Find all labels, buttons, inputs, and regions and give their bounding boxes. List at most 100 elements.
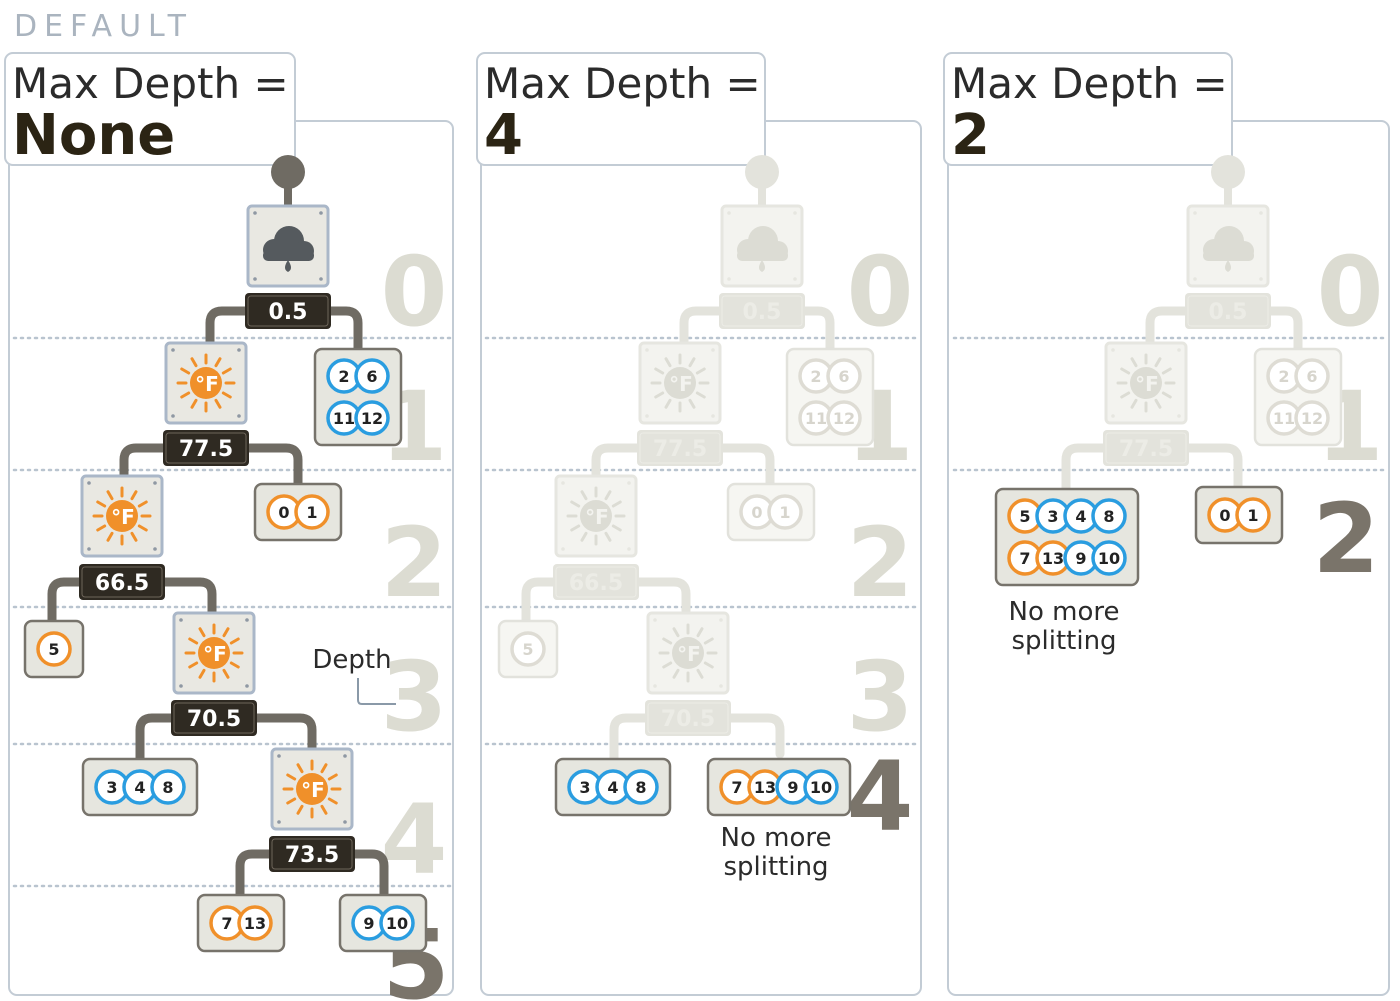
- tree-connector: [715, 443, 775, 491]
- threshold-inner-border: [721, 295, 803, 327]
- sun-ray: [180, 391, 191, 399]
- no-more-splitting-note: No more: [721, 823, 832, 853]
- sample-circle: [1091, 498, 1127, 534]
- sun-ray: [611, 500, 622, 508]
- threshold-inner-border: [1105, 432, 1187, 464]
- sample-id: 5: [48, 640, 59, 659]
- feature-node: °F: [1104, 341, 1188, 425]
- tree-connector: [679, 306, 729, 353]
- sample-circle: [803, 769, 839, 805]
- sun-ray: [190, 398, 198, 409]
- connector-layer: [47, 172, 1303, 901]
- sample-id: 10: [810, 778, 832, 797]
- sun-ray: [96, 524, 107, 532]
- default-tag: DEFAULT: [14, 9, 193, 44]
- frame-screw: [343, 820, 347, 824]
- frame-screw: [627, 481, 631, 485]
- frame-screw: [179, 684, 183, 688]
- fahrenheit-glyph: °F: [301, 778, 325, 802]
- sample-id: 8: [162, 778, 173, 797]
- sample-id: 0: [1219, 506, 1230, 525]
- raindrop: [759, 260, 765, 272]
- sun-ray: [662, 661, 673, 669]
- threshold-box: [719, 293, 805, 329]
- leaf-node: 2 6 11 12: [785, 347, 875, 447]
- leaf-node: 5: [23, 619, 85, 679]
- sample-id: 2: [810, 367, 821, 386]
- sun-ray: [664, 357, 672, 368]
- threshold-inner-border: [81, 566, 163, 598]
- rain-cloud-icon: [263, 226, 314, 272]
- threshold-inner-border: [639, 432, 721, 464]
- sample-id: 13: [244, 914, 266, 933]
- sample-id: 6: [838, 367, 849, 386]
- tree-connector: [135, 713, 179, 765]
- sun-disc: [296, 773, 328, 805]
- sample-circle: [623, 769, 659, 805]
- sample-id: 9: [787, 778, 798, 797]
- frame-screw: [711, 348, 715, 352]
- sun-ray: [106, 490, 114, 501]
- sun-ray: [703, 637, 714, 645]
- frame-screw: [245, 618, 249, 622]
- sample-circle: [1235, 497, 1271, 533]
- tree-connector: [241, 443, 303, 491]
- frame-screw: [87, 547, 91, 551]
- frame-screw: [719, 618, 723, 622]
- sample-id: 1: [306, 503, 317, 522]
- frame-screw: [645, 348, 649, 352]
- sun-ray: [1130, 357, 1138, 368]
- feature-node: [1186, 204, 1270, 288]
- tree-connector: [591, 443, 645, 485]
- sun-ray: [580, 490, 588, 501]
- sample-id: 3: [579, 778, 590, 797]
- frame-screw: [253, 277, 257, 281]
- tree-connector: [321, 306, 363, 353]
- frame-screw: [1193, 277, 1197, 281]
- sun-ray: [320, 763, 328, 774]
- depth-number: 3: [381, 641, 448, 753]
- sun-ray: [229, 661, 240, 669]
- sun-ray: [296, 804, 304, 815]
- threshold-box: [1185, 293, 1271, 329]
- sample-id: 0: [278, 503, 289, 522]
- sun-thermometer-icon: °F: [176, 353, 236, 413]
- no-more-splitting-note: splitting: [723, 852, 828, 882]
- threshold-box: [171, 700, 257, 736]
- frame-screw: [1259, 277, 1263, 281]
- frame-screw: [653, 684, 657, 688]
- sample-id: 13: [1042, 549, 1064, 568]
- sample-id: 6: [1306, 367, 1317, 386]
- sample-id: 11: [805, 409, 827, 428]
- sun-ray: [688, 357, 696, 368]
- sample-circle: [1091, 540, 1127, 576]
- frame-screw: [245, 684, 249, 688]
- sun-thermometer-icon: °F: [282, 759, 342, 819]
- sample-id: 10: [386, 914, 408, 933]
- leaf-node: 7 13 9 10: [706, 757, 852, 817]
- sun-thermometer-icon: °F: [92, 486, 152, 546]
- sun-disc: [198, 637, 230, 669]
- sun-ray: [137, 524, 148, 532]
- sun-ray: [654, 367, 665, 375]
- sun-ray: [672, 627, 680, 638]
- leaf-node: 2 6 11 12: [313, 347, 403, 447]
- sample-id: 2: [338, 367, 349, 386]
- sample-circle: [767, 494, 803, 530]
- feature-node: [246, 204, 330, 288]
- sample-id: 9: [363, 914, 374, 933]
- threshold-label: 73.5: [269, 836, 355, 872]
- sun-ray: [662, 637, 673, 645]
- frame-screw: [727, 277, 731, 281]
- sun-ray: [1120, 367, 1131, 375]
- sun-disc: [672, 637, 704, 669]
- fahrenheit-glyph: °F: [677, 642, 701, 666]
- panel-title-none: Max Depth = None: [4, 52, 296, 166]
- root-knob: [745, 155, 779, 189]
- frame-screw: [653, 618, 657, 622]
